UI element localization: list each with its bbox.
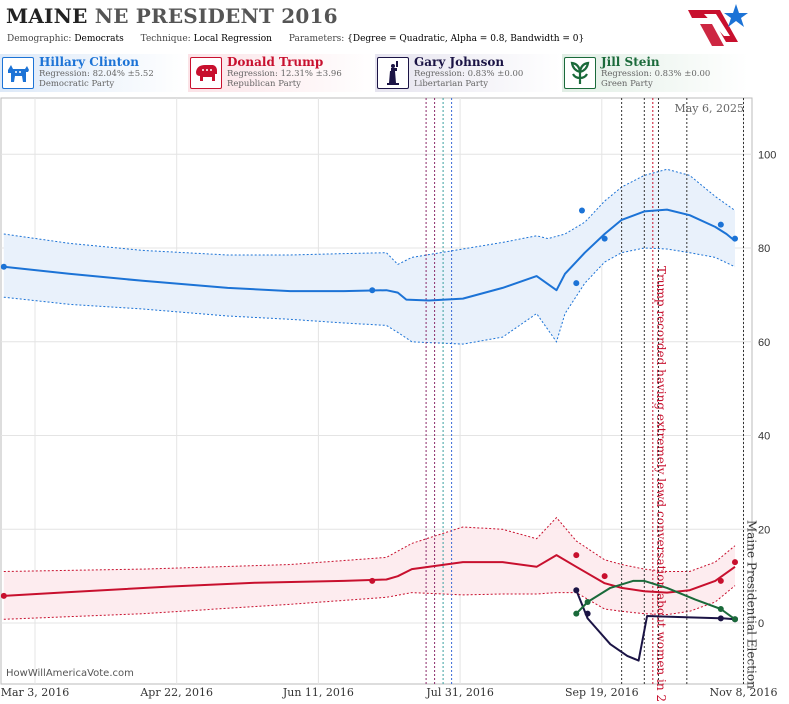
x-tick-label: Apr 22, 2016 (139, 686, 213, 699)
data-point (731, 616, 738, 623)
technique-value: Local Regression (193, 34, 272, 44)
data-point (369, 577, 376, 584)
donkey-icon (2, 57, 34, 89)
data-point (584, 610, 591, 617)
site-logo-icon[interactable] (686, 2, 750, 52)
technique-label: Technique: (140, 34, 191, 44)
watermark: HowWillAmericaVote.com (6, 668, 134, 679)
x-tick-label: Jun 11, 2016 (282, 686, 354, 699)
candidate-regression: Regression: 12.31% ±3.96 (227, 69, 342, 79)
upper-bound-line (3, 168, 736, 266)
lower-bound-line (3, 585, 736, 620)
data-point (578, 207, 585, 214)
candidate-name: Gary Johnson (414, 55, 505, 69)
data-point (584, 598, 591, 605)
y-tick-label: 40 (758, 431, 770, 443)
series-line (575, 579, 736, 621)
series-line (3, 208, 736, 302)
data-point (0, 263, 7, 270)
series-line (575, 589, 736, 662)
statue-of-liberty-icon (377, 57, 409, 89)
data-point (573, 280, 580, 287)
data-point (717, 577, 724, 584)
x-tick-label: Nov 8, 2016 (710, 686, 778, 699)
title-race: NE PRESIDENT 2016 (94, 4, 338, 28)
series-line (3, 554, 736, 597)
candidate-card-clinton[interactable]: Hillary Clinton Regression: 82.04% ±5.52… (0, 54, 186, 92)
demographic-label: Demographic: (7, 34, 72, 44)
parameters-line: Demographic: Democrats Technique: Local … (7, 34, 598, 44)
candidate-card-trump[interactable]: Donald Trump Regression: 12.31% ±3.96 Re… (188, 54, 374, 92)
y-tick-label: 80 (758, 243, 770, 255)
upper-bound-line (3, 516, 736, 572)
candidate-party: Democratic Party (39, 79, 115, 89)
chart-header: MAINE NE PRESIDENT 2016 (6, 4, 338, 28)
confidence-band (3, 169, 736, 345)
date-label: May 6, 2025 (674, 102, 744, 115)
event-label: Trump recorded having extremely lewd con… (654, 266, 668, 702)
y-tick-label: 60 (758, 337, 770, 349)
y-tick-label: 100 (758, 149, 776, 161)
data-point (717, 615, 724, 622)
data-point (573, 552, 580, 559)
parameters-value: {Degree = Quadratic, Alpha = 0.8, Bandwi… (347, 34, 585, 44)
data-point (573, 610, 580, 617)
candidate-name: Donald Trump (227, 55, 324, 69)
leaf-icon (564, 57, 596, 89)
demographic-value: Democrats (74, 34, 124, 44)
data-point (731, 559, 738, 566)
elephant-icon (190, 57, 222, 89)
candidate-card-johnson[interactable]: Gary Johnson Regression: 0.83% ±0.00 Lib… (375, 54, 561, 92)
candidate-name: Jill Stein (601, 55, 660, 69)
x-tick-label: Jul 31, 2016 (425, 686, 494, 699)
regression-chart: 0 20 40 60 80 100 Mar 3, 2016 Apr 22, 2016 Jun 1… (0, 97, 778, 702)
candidate-regression: Regression: 0.83% ±0.00 (414, 69, 524, 79)
data-point (573, 587, 580, 594)
candidate-legend: Hillary Clinton Regression: 82.04% ±5.52… (0, 54, 789, 94)
parameters-label: Parameters: (288, 34, 345, 44)
candidate-party: Republican Party (227, 79, 301, 89)
y-tick-label: 0 (758, 618, 764, 630)
x-tick-label: Sep 19, 2016 (565, 686, 639, 699)
candidate-party: Libertarian Party (414, 79, 489, 89)
data-point (369, 287, 376, 294)
y-tick-label: 20 (758, 524, 770, 536)
confidence-band (3, 517, 736, 620)
candidate-party: Green Party (601, 79, 653, 89)
candidate-name: Hillary Clinton (39, 55, 139, 69)
data-point (731, 235, 738, 242)
lower-bound-line (3, 247, 736, 345)
event-label: Maine Presidential Election (744, 520, 758, 689)
data-point (717, 221, 724, 228)
data-point (0, 592, 7, 599)
candidate-regression: Regression: 0.83% ±0.00 (601, 69, 711, 79)
data-point (601, 235, 608, 242)
data-point (601, 573, 608, 580)
page-title: MAINE NE PRESIDENT 2016 (6, 4, 338, 28)
data-point (717, 605, 724, 612)
candidate-card-stein[interactable]: Jill Stein Regression: 0.83% ±0.00 Green… (562, 54, 748, 92)
x-tick-label: Mar 3, 2016 (1, 686, 70, 699)
title-state: MAINE (6, 4, 88, 28)
candidate-regression: Regression: 82.04% ±5.52 (39, 69, 154, 79)
